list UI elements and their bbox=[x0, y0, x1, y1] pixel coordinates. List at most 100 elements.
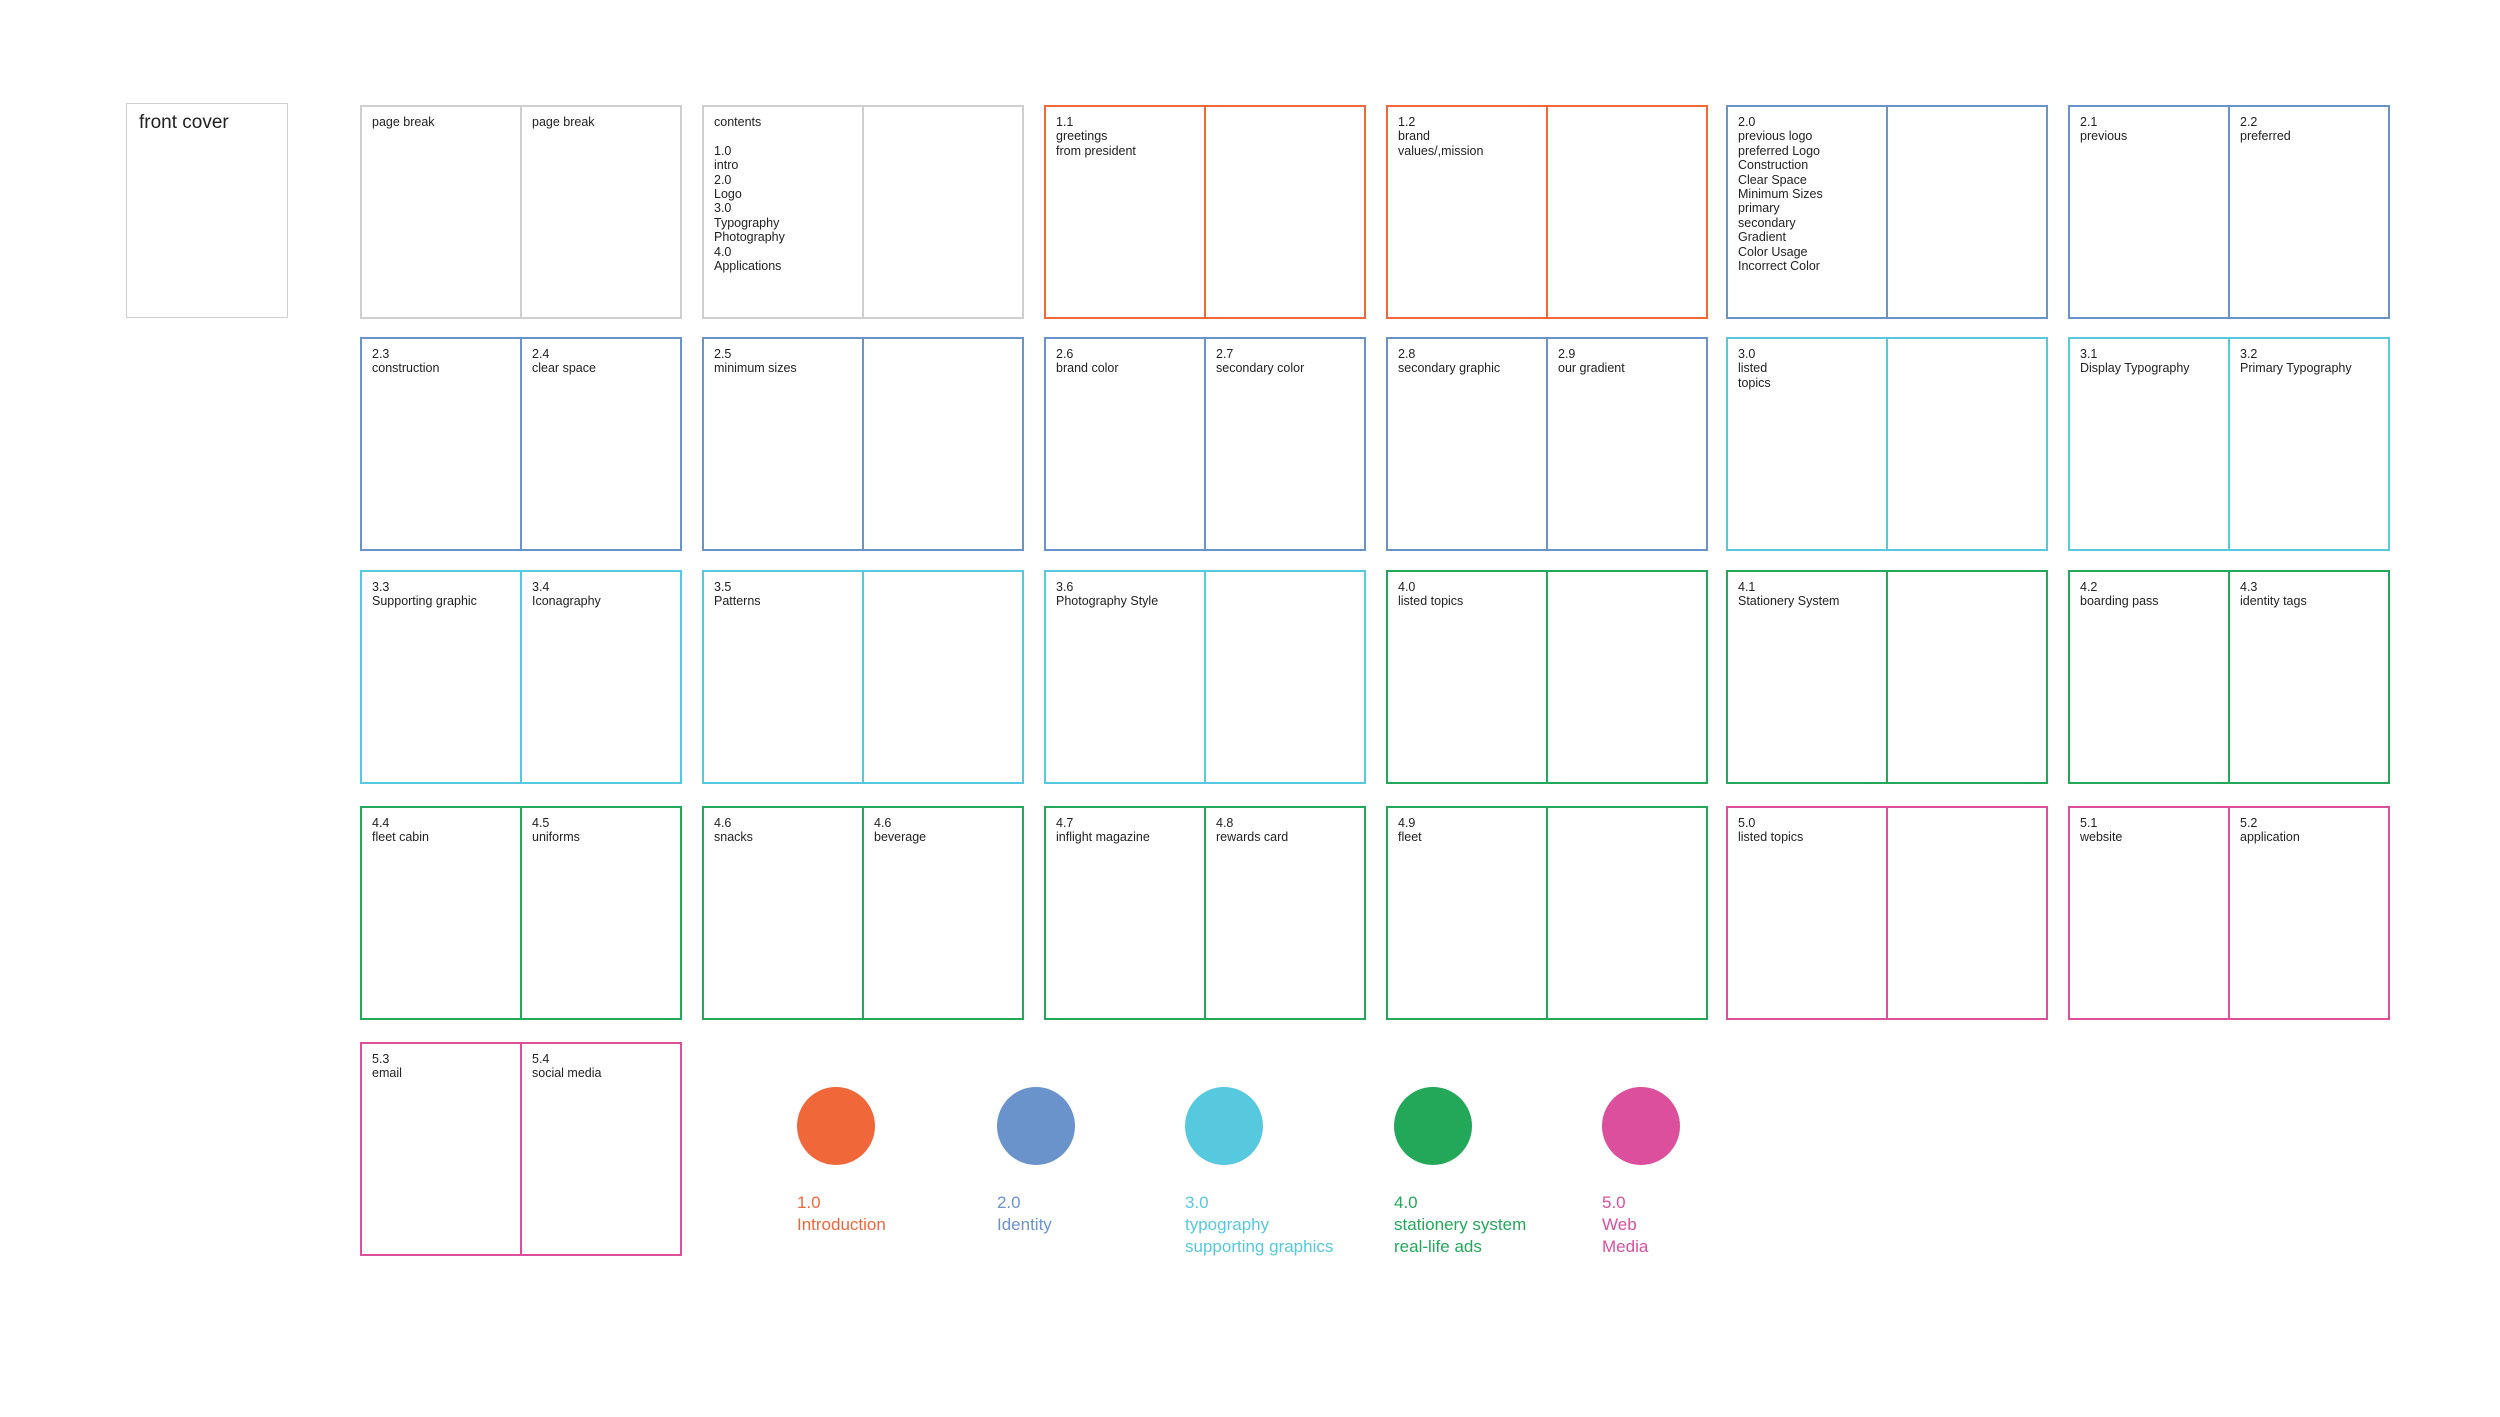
page-label: page break bbox=[372, 115, 435, 129]
spread: 3.3 Supporting graphic 3.4 Iconagraphy bbox=[360, 570, 682, 784]
legend-item-typo: 3.0 typography supporting graphics bbox=[1185, 1087, 1333, 1258]
page-left: 3.1 Display Typography bbox=[2070, 339, 2230, 549]
spread: 2.8 secondary graphic 2.9 our gradient bbox=[1386, 337, 1708, 551]
spread: 3.5 Patterns bbox=[702, 570, 1024, 784]
page-label: 3.5 Patterns bbox=[714, 580, 761, 609]
front-cover-label: front cover bbox=[139, 112, 229, 133]
page-left: 3.5 Patterns bbox=[704, 572, 864, 782]
page-label: 3.2 Primary Typography bbox=[2240, 347, 2352, 376]
page-right: 3.4 Iconagraphy bbox=[522, 572, 680, 782]
page-label: 2.7 secondary color bbox=[1216, 347, 1305, 376]
page-label: 2.6 brand color bbox=[1056, 347, 1119, 376]
page-label: 4.8 rewards card bbox=[1216, 816, 1289, 845]
page-label: 4.5 uniforms bbox=[532, 816, 580, 845]
legend-item-ident: 2.0 Identity bbox=[997, 1087, 1075, 1236]
page-label: 4.3 identity tags bbox=[2240, 580, 2307, 609]
page-left: 3.3 Supporting graphic bbox=[362, 572, 522, 782]
page-left: 4.7 inflight magazine bbox=[1046, 808, 1206, 1018]
spread: 1.1 greetings from president bbox=[1044, 105, 1366, 319]
page-left: 4.0 listed topics bbox=[1388, 572, 1548, 782]
legend-number: 5.0 bbox=[1602, 1193, 1626, 1212]
spread: 2.6 brand color 2.7 secondary color bbox=[1044, 337, 1366, 551]
page-label: 4.6 snacks bbox=[714, 816, 753, 845]
page-label: 2.2 preferred bbox=[2240, 115, 2291, 144]
page-right bbox=[1888, 339, 2046, 549]
page-label: 2.0 previous logo preferred Logo Constru… bbox=[1738, 115, 1823, 274]
spread: 4.2 boarding pass 4.3 identity tags bbox=[2068, 570, 2390, 784]
page-label: 2.5 minimum sizes bbox=[714, 347, 797, 376]
page-right: page break bbox=[522, 107, 680, 317]
page-right bbox=[1888, 107, 2046, 317]
legend-dot bbox=[1185, 1087, 1263, 1165]
legend-number: 2.0 bbox=[997, 1193, 1021, 1212]
page-right: 2.2 preferred bbox=[2230, 107, 2388, 317]
page-label: 4.4 fleet cabin bbox=[372, 816, 429, 845]
front-cover-page: front cover bbox=[126, 103, 288, 318]
legend-dot bbox=[997, 1087, 1075, 1165]
page-right: 2.9 our gradient bbox=[1548, 339, 1706, 549]
spread: 3.0 listed topics bbox=[1726, 337, 2048, 551]
spread: 3.6 Photography Style bbox=[1044, 570, 1366, 784]
page-left: 4.4 fleet cabin bbox=[362, 808, 522, 1018]
page-label: 4.7 inflight magazine bbox=[1056, 816, 1150, 845]
spread: 2.0 previous logo preferred Logo Constru… bbox=[1726, 105, 2048, 319]
page-label: 5.3 email bbox=[372, 1052, 402, 1081]
legend-label: Web Media bbox=[1602, 1215, 1649, 1256]
page-left: 4.1 Stationery System bbox=[1728, 572, 1888, 782]
page-left: 1.1 greetings from president bbox=[1046, 107, 1206, 317]
page-label: 4.2 boarding pass bbox=[2080, 580, 2159, 609]
page-right bbox=[1206, 107, 1364, 317]
page-label: page break bbox=[532, 115, 595, 129]
page-right bbox=[864, 339, 1022, 549]
page-left: 4.9 fleet bbox=[1388, 808, 1548, 1018]
spread: 4.0 listed topics bbox=[1386, 570, 1708, 784]
page-right: 4.8 rewards card bbox=[1206, 808, 1364, 1018]
spread: 5.1 website 5.2 application bbox=[2068, 806, 2390, 1020]
page-left: 2.8 secondary graphic bbox=[1388, 339, 1548, 549]
page-right bbox=[1548, 572, 1706, 782]
page-left: 5.0 listed topics bbox=[1728, 808, 1888, 1018]
spread: 1.2 brand values/,mission bbox=[1386, 105, 1708, 319]
legend-item-web: 5.0 Web Media bbox=[1602, 1087, 1680, 1258]
page-label: 4.6 beverage bbox=[874, 816, 927, 845]
page-left: 5.3 email bbox=[362, 1044, 522, 1254]
page-label: 2.8 secondary graphic bbox=[1398, 347, 1501, 376]
page-left: 5.1 website bbox=[2070, 808, 2230, 1018]
page-right: 2.7 secondary color bbox=[1206, 339, 1364, 549]
page-right bbox=[1548, 107, 1706, 317]
spread: 4.6 snacks 4.6 beverage bbox=[702, 806, 1024, 1020]
page-right bbox=[1888, 572, 2046, 782]
page-label: 3.6 Photography Style bbox=[1056, 580, 1159, 609]
page-label: 2.1 previous bbox=[2080, 115, 2128, 144]
spread: page break page break bbox=[360, 105, 682, 319]
page-label: 2.9 our gradient bbox=[1558, 347, 1625, 376]
legend-dot bbox=[797, 1087, 875, 1165]
page-left: 2.1 previous bbox=[2070, 107, 2230, 317]
legend-item-stat: 4.0 stationery system real-life ads bbox=[1394, 1087, 1526, 1258]
legend-number: 1.0 bbox=[797, 1193, 821, 1212]
page-label: 5.2 application bbox=[2240, 816, 2300, 845]
legend-label: Identity bbox=[997, 1215, 1052, 1234]
legend-number: 3.0 bbox=[1185, 1193, 1209, 1212]
page-right bbox=[864, 572, 1022, 782]
page-left: 2.6 brand color bbox=[1046, 339, 1206, 549]
page-label: 4.9 fleet bbox=[1398, 816, 1422, 845]
page-label: contents 1.0 intro 2.0 Logo 3.0 Typograp… bbox=[714, 115, 785, 274]
spread: 4.1 Stationery System bbox=[1726, 570, 2048, 784]
page-left: 3.0 listed topics bbox=[1728, 339, 1888, 549]
legend-dot bbox=[1394, 1087, 1472, 1165]
page-right bbox=[1888, 808, 2046, 1018]
spread: 4.4 fleet cabin 4.5 uniforms bbox=[360, 806, 682, 1020]
spread: 4.7 inflight magazine 4.8 rewards card bbox=[1044, 806, 1366, 1020]
page-label: 2.3 construction bbox=[372, 347, 440, 376]
spread: 2.3 construction 2.4 clear space bbox=[360, 337, 682, 551]
spread: 5.3 email 5.4 social media bbox=[360, 1042, 682, 1256]
legend-label: stationery system real-life ads bbox=[1394, 1215, 1527, 1256]
legend-item-intro: 1.0 Introduction bbox=[797, 1087, 886, 1236]
page-label: 2.4 clear space bbox=[532, 347, 596, 376]
page-right: 3.2 Primary Typography bbox=[2230, 339, 2388, 549]
page-left: 4.6 snacks bbox=[704, 808, 864, 1018]
page-right bbox=[1206, 572, 1364, 782]
spread: 3.1 Display Typography 3.2 Primary Typogr… bbox=[2068, 337, 2390, 551]
